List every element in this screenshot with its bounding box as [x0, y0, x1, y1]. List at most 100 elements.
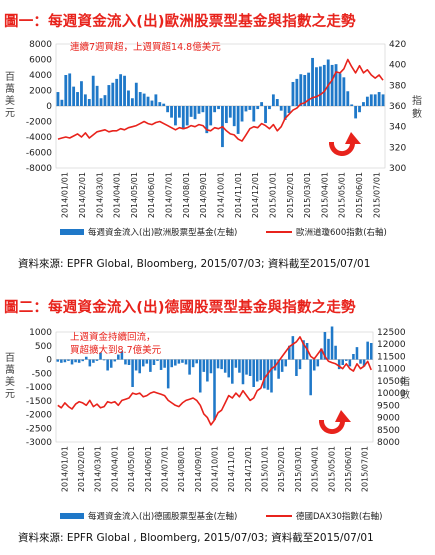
chart2-flow-bar [320, 348, 323, 360]
chart1-ytick-left: -8000 [26, 164, 52, 174]
chart2-flow-bar [134, 359, 138, 371]
chart2-flow-bar [77, 359, 81, 363]
chart2-flow-bar [252, 359, 255, 387]
chart1-flow-bar [240, 106, 244, 122]
chart1-title: 圖一：每週資金流入(出)歐洲股票型基金與指數之走勢 [4, 14, 356, 30]
chart1-ytick-right: 360 [389, 102, 406, 112]
chart2-ytick-left: -1500 [26, 397, 52, 407]
chart2-flow-bar [284, 359, 288, 367]
chart2-xtick: 2014/07/01 [160, 446, 169, 492]
chart1-flow-bar [158, 102, 162, 107]
chart2-flow-bar [195, 359, 198, 364]
chart2-flow-bar [255, 359, 259, 382]
chart1-flow-bar [119, 74, 123, 106]
chart2-right-axis-label: 數 [400, 388, 410, 401]
chart1-svg: 8000 6000 4000 2000 0 -2000 -4000 -6000 -8000 420… [5, 40, 422, 238]
chart2-xtick: 2015/05/01 [327, 446, 336, 492]
chart1-flow-bar [127, 90, 130, 106]
chart1-ytick-left: 0 [46, 102, 52, 112]
chart2-ytick-left: -3000 [26, 438, 52, 448]
chart2-flow-bar [298, 359, 302, 370]
chart2-flow-bar [56, 359, 60, 362]
chart2-flow-bar [99, 352, 102, 360]
chart1-flow-bar [185, 106, 189, 126]
chart2-flow-bar [198, 359, 202, 393]
chart2-flow-bar [109, 359, 113, 368]
chart1-ytick-left: -6000 [26, 149, 52, 159]
chart2-arrow-icon [318, 410, 351, 435]
chart1-ytick-right: 380 [389, 81, 406, 91]
chart2-ytick-right: 12000 [377, 340, 406, 350]
chart2-flow-bar [60, 359, 63, 363]
chart2-flow-bar [327, 338, 330, 360]
chart1-legend-bar: 每週資金流入(出)歐洲股票型基金(左軸) [88, 227, 237, 238]
chart2-flow-bar [145, 359, 149, 364]
chart1-flow-bar [111, 82, 115, 106]
chart2-left-axis-label: 元 [5, 389, 15, 400]
chart1-flow-bar [244, 106, 248, 112]
chart2-flow-bar [209, 359, 213, 374]
chart1-flow-bar [177, 106, 181, 118]
chart1-flow-bar [64, 75, 68, 106]
chart2-ytick-right: 11500 [377, 352, 406, 362]
chart2-ytick-left: 500 [35, 342, 52, 352]
chart2-xtick: 2014/02/01 [77, 446, 86, 492]
chart1-left-axis-label: 萬 [5, 82, 15, 95]
chart2-right-axis-label: 指 [400, 375, 410, 388]
chart2-flow-bar [277, 359, 280, 379]
chart1-xtick: 2014/01/01 [61, 172, 70, 218]
chart2-xtick: 2014/01/01 [60, 446, 69, 492]
chart2-flow-bar [102, 359, 106, 361]
chart2-flow-bar [312, 359, 316, 371]
chart1-flow-bar [228, 106, 232, 118]
chart1-annotation: 連續7週買超，上週買超14.8億美元 [70, 41, 221, 53]
chart1-source: 資料來源: EPFR Global, Bloomberg, 2015/07/03… [18, 258, 371, 270]
chart2-flow-bar [366, 341, 369, 360]
chart2-flow-bar [92, 359, 95, 363]
chart2-flow-bar [291, 336, 295, 360]
chart1-xtick: 2015/03/01 [303, 172, 312, 218]
chart1-flow-bar [275, 99, 279, 106]
chart1-flow-bar [318, 66, 322, 106]
chart2-flow-bar [131, 359, 134, 387]
chart1-flow-bar [224, 106, 228, 124]
chart1-flow-bar [271, 94, 275, 107]
chart1-ytick-left: 2000 [29, 87, 52, 97]
chart1-flow-bar [142, 93, 146, 106]
chart2-ytick-right: 10000 [377, 389, 406, 399]
chart2-flow-bar [220, 359, 223, 370]
chart2-xtick: 2014/11/01 [227, 446, 236, 492]
chart1-flow-bar [68, 73, 72, 106]
chart2-flow-bar [348, 359, 352, 367]
chart1-flow-bar [358, 106, 361, 113]
chart1-flow-bar [209, 106, 213, 126]
chart2-flow-bar [127, 359, 131, 365]
chart2-flow-bar [177, 359, 181, 364]
chart2-flow-bar [359, 359, 362, 364]
chart1-ytick-left: 4000 [29, 71, 52, 81]
chart1-ytick-left: 6000 [29, 56, 52, 66]
chart2-flow-bar [288, 345, 291, 360]
chart2-flow-bar [120, 351, 124, 360]
chart2-flow-bar [184, 359, 188, 365]
chart1-ytick-left: 8000 [29, 40, 52, 50]
chart2-flow-bar [238, 359, 241, 373]
chart1-flow-bar [115, 78, 119, 107]
chart2-xtick: 2014/06/01 [144, 446, 153, 492]
chart2-xtick: 2015/07/01 [361, 446, 370, 492]
chart2-annotation: 上週資金持續回流， [70, 331, 156, 343]
chart1-xtick: 2014/09/01 [199, 172, 208, 218]
chart1-flow-bar [295, 78, 299, 107]
chart1-flow-bar [365, 96, 369, 106]
chart1-flow-bar [146, 96, 150, 106]
chart1-flow-bar [83, 94, 87, 107]
chart2-flow-bar [159, 359, 163, 370]
chart2-flow-bar [241, 359, 245, 385]
chart1-flow-bar [232, 106, 236, 127]
chart1-flow-bar [205, 106, 209, 134]
chart1-index-line [57, 58, 384, 142]
chart2-svg: 1000 500 0 -500 -1000 -1500 -2000 -2500 -3000 125… [5, 326, 410, 522]
chart2-flow-bar [170, 359, 174, 368]
chart1-flow-bar [260, 102, 264, 107]
chart2-index-line [57, 336, 372, 426]
